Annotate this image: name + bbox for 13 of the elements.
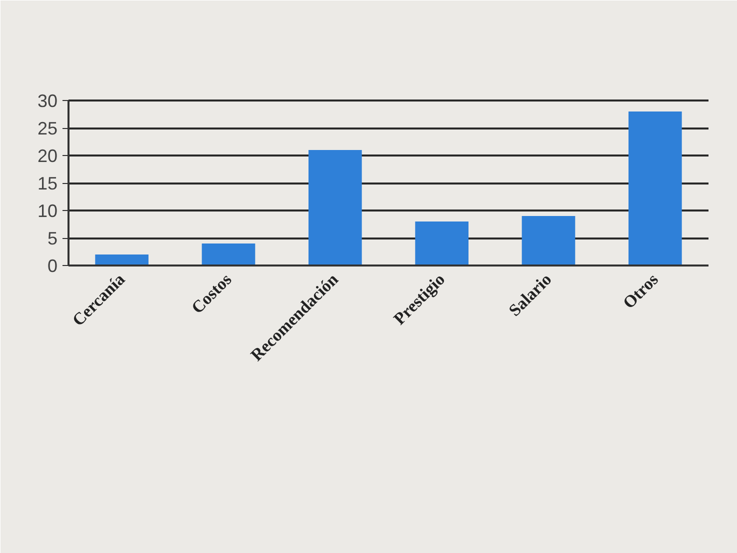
bar <box>415 222 468 266</box>
y-tick-label: 5 <box>47 228 58 248</box>
y-tick-label: 15 <box>37 174 58 194</box>
bar <box>95 254 148 266</box>
bar <box>522 216 576 266</box>
bar <box>308 150 362 266</box>
bar <box>202 244 256 266</box>
y-tick-label: 0 <box>47 256 58 276</box>
y-tick-label: 30 <box>37 91 58 111</box>
y-tick-label: 25 <box>37 118 58 138</box>
bar <box>628 112 682 266</box>
y-tick-label: 10 <box>37 201 58 221</box>
y-tick-label: 20 <box>37 146 58 166</box>
